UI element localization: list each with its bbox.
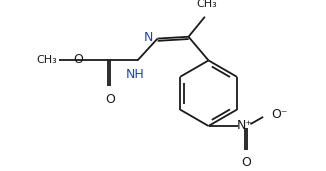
Text: O⁻: O⁻ xyxy=(271,108,288,121)
Text: N: N xyxy=(144,31,153,44)
Text: O: O xyxy=(105,93,115,106)
Text: CH₃: CH₃ xyxy=(196,0,217,9)
Text: CH₃: CH₃ xyxy=(37,55,57,64)
Text: NH: NH xyxy=(126,68,144,81)
Text: N⁺: N⁺ xyxy=(237,119,253,131)
Text: O: O xyxy=(241,156,251,169)
Text: O: O xyxy=(73,53,83,66)
